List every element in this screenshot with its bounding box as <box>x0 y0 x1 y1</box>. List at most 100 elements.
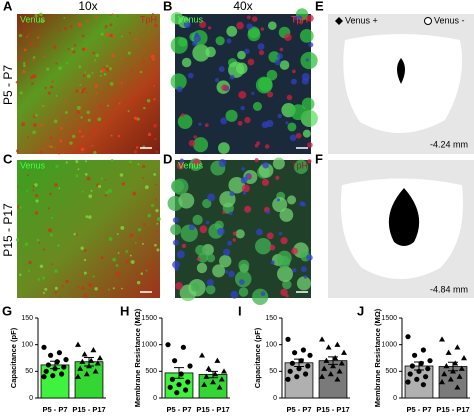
panel-letter: F <box>315 151 323 166</box>
cell <box>55 94 58 97</box>
cell <box>188 139 196 147</box>
cell <box>226 25 238 37</box>
cell <box>260 291 266 297</box>
x-tick-label: P5 - P7 <box>286 405 311 414</box>
aqueduct <box>388 188 420 246</box>
x-tick-label: P15 - P17 <box>316 405 349 414</box>
cell <box>156 13 158 16</box>
cell <box>119 57 122 60</box>
cell <box>117 252 120 254</box>
cell <box>154 138 157 141</box>
cell <box>34 183 38 187</box>
cell <box>18 33 23 38</box>
cell <box>109 81 114 86</box>
cell <box>239 279 245 285</box>
aqueduct <box>397 58 405 84</box>
cell <box>238 91 247 99</box>
cell <box>154 23 158 28</box>
cell <box>228 211 233 216</box>
cell <box>204 123 209 128</box>
channel-label: Venus <box>178 160 204 170</box>
cell <box>129 254 132 257</box>
cell <box>78 65 82 69</box>
cell <box>117 134 121 138</box>
y-axis-title: Membrane Resistance (MΩ) <box>133 308 142 407</box>
cell <box>23 64 26 68</box>
cell <box>85 215 89 218</box>
cell <box>90 189 93 192</box>
cell <box>83 258 87 262</box>
data-point <box>414 376 420 382</box>
cell <box>192 214 203 226</box>
cell <box>107 188 112 193</box>
y-tick-label: 0 <box>393 395 397 402</box>
y-tick-label: 150 <box>265 315 277 322</box>
data-point <box>334 376 341 382</box>
data-point <box>79 358 86 364</box>
data-point <box>56 350 63 356</box>
cell <box>112 287 115 290</box>
data-point <box>287 368 293 374</box>
cell <box>116 15 119 18</box>
data-point <box>307 352 313 358</box>
cell <box>176 250 185 259</box>
cell <box>191 40 198 47</box>
cell <box>134 116 139 121</box>
cell <box>155 209 159 213</box>
legend-marker <box>424 17 432 25</box>
data-point <box>427 358 433 364</box>
data-point <box>216 384 223 390</box>
cell <box>106 64 109 68</box>
cell <box>170 224 182 236</box>
cell <box>147 132 152 137</box>
cell <box>246 23 253 30</box>
cell <box>61 285 64 288</box>
cell <box>153 173 157 176</box>
cell <box>134 242 137 244</box>
cell <box>268 21 277 30</box>
cell <box>97 117 102 122</box>
cell <box>66 62 69 64</box>
data-point <box>405 379 411 385</box>
data-point <box>409 363 415 369</box>
data-point <box>183 387 189 393</box>
cell <box>118 102 121 105</box>
data-point <box>405 334 411 340</box>
cell <box>172 260 180 269</box>
cell <box>103 66 106 69</box>
cell <box>95 92 98 95</box>
cell <box>91 128 96 133</box>
cell <box>142 176 144 179</box>
cell <box>139 237 142 240</box>
data-point <box>418 360 424 366</box>
cell <box>280 237 288 245</box>
data-point <box>439 379 445 385</box>
data-point <box>412 352 418 358</box>
cell <box>36 238 40 242</box>
data-point <box>75 341 81 347</box>
cell <box>134 37 137 41</box>
cell <box>153 123 158 128</box>
cell <box>176 86 183 93</box>
cell <box>248 26 260 39</box>
data-point <box>300 347 306 353</box>
cell <box>293 159 309 175</box>
panel-letter: D <box>163 151 172 166</box>
cell <box>255 228 263 236</box>
cell <box>65 279 69 284</box>
cell <box>226 38 232 44</box>
legend-label: Venus - <box>434 15 465 25</box>
cell <box>155 230 159 233</box>
cell <box>48 228 53 233</box>
cell <box>128 160 133 164</box>
cell <box>80 246 84 250</box>
data-point <box>441 371 448 377</box>
section-outline <box>343 34 463 134</box>
cell <box>242 191 247 195</box>
cell <box>207 193 216 202</box>
cell <box>238 287 249 297</box>
cell <box>121 182 126 186</box>
cell <box>40 150 43 154</box>
cell <box>241 184 250 193</box>
cell <box>238 259 250 271</box>
